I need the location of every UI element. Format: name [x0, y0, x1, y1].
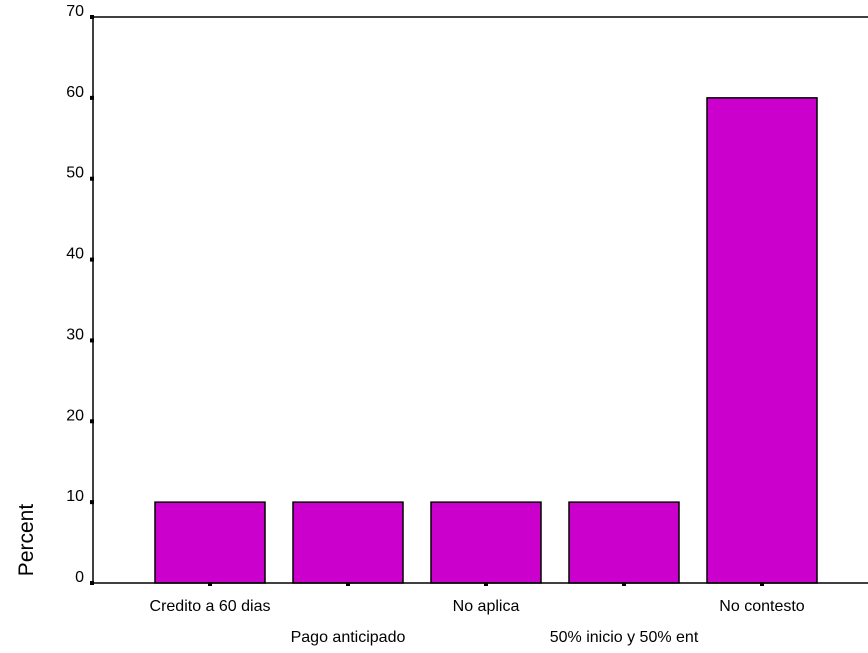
x-tick-mark-4	[622, 582, 626, 586]
y-tick-mark-30	[90, 338, 94, 343]
x-axis-ticks: Credito a 60 dias Pago anticipado No aplic…	[150, 582, 805, 646]
x-tick-label-4: 50% inicio y 50% ent	[550, 629, 699, 646]
x-tick-label-3: No aplica	[453, 598, 520, 615]
bars	[154, 97, 818, 584]
x-tick-mark-1	[208, 582, 212, 586]
x-tick-mark-5	[760, 582, 764, 586]
y-tick-label-40: 40	[66, 246, 84, 263]
y-tick-mark-40	[90, 257, 94, 262]
y-tick-mark-50	[90, 176, 94, 181]
y-tick-mark-10	[90, 500, 94, 505]
y-tick-mark-20	[90, 419, 94, 424]
x-tick-label-2: Pago anticipado	[291, 629, 406, 646]
y-tick-label-0: 0	[75, 569, 84, 586]
y-axis-ticks: 0 10 20 30 40 50 60 70	[66, 3, 94, 586]
y-tick-mark-0	[90, 581, 94, 585]
axes	[92, 16, 868, 584]
bar-4	[568, 501, 680, 584]
y-tick-label-50: 50	[66, 165, 84, 182]
bar-1	[154, 501, 266, 584]
y-tick-label-60: 60	[66, 84, 84, 101]
bar-3	[430, 501, 542, 584]
y-tick-mark-60	[90, 95, 94, 100]
y-tick-label-10: 10	[66, 488, 84, 505]
y-tick-label-70: 70	[66, 3, 84, 20]
x-tick-mark-3	[484, 582, 488, 586]
x-tick-label-5: No contesto	[719, 598, 804, 615]
y-tick-label-20: 20	[66, 407, 84, 424]
y-axis-label: Percent	[15, 504, 38, 577]
x-tick-mark-2	[346, 582, 350, 586]
bar-5	[706, 97, 818, 584]
x-tick-label-1: Credito a 60 dias	[150, 598, 271, 615]
y-tick-label-30: 30	[66, 326, 84, 343]
bar-2	[292, 501, 404, 584]
y-tick-mark-70	[90, 15, 94, 19]
